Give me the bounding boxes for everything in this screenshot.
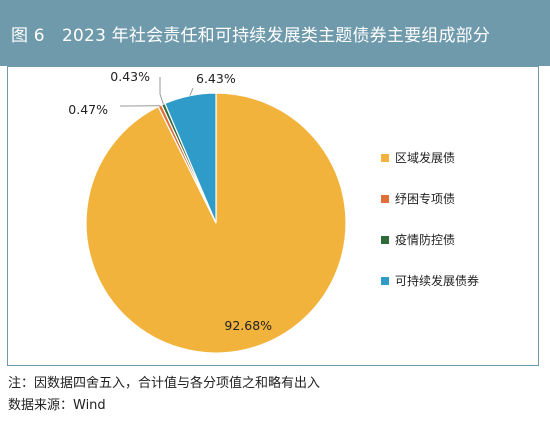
label-leader-lines <box>119 77 194 107</box>
pie-chart: 92.68% 0.47% 0.43% 6.43% 区域发展债纾困专项债疫情防控债可持续… <box>68 69 479 354</box>
plot-frame <box>7 66 539 366</box>
legend-swatch-3 <box>381 277 389 285</box>
footnote-source: 数据来源：Wind <box>8 398 106 413</box>
chart-header: 图 6 2023 年社会责任和可持续发展类主题债券主要组成部分 <box>0 0 550 66</box>
legend-label-3: 可持续发展债券 <box>395 273 479 288</box>
legend-label-1: 纾困专项债 <box>395 191 455 206</box>
leader-line-2 <box>159 77 164 105</box>
slice-labels: 92.68% 0.47% 0.43% 6.43% <box>68 69 272 333</box>
leader-line-3 <box>189 87 194 96</box>
legend-swatch-0 <box>381 154 389 162</box>
slice-label-2: 0.43% <box>110 69 150 84</box>
legend-label-2: 疫情防控债 <box>395 232 455 247</box>
legend-label-0: 区域发展债 <box>395 150 455 165</box>
slice-label---0: 92.68% <box>224 318 272 333</box>
pie-slices <box>85 92 347 354</box>
legend-swatch-2 <box>381 236 389 244</box>
chart-title: 图 6 2023 年社会责任和可持续发展类主题债券主要组成部分 <box>11 26 491 46</box>
footnote-rounding: 注：因数据四舍五入，合计值与各分项值之和略有出入 <box>8 376 321 391</box>
slice-label-1: 0.47% <box>68 102 108 117</box>
legend-swatch-1 <box>381 195 389 203</box>
slice-label-3: 6.43% <box>196 71 236 86</box>
